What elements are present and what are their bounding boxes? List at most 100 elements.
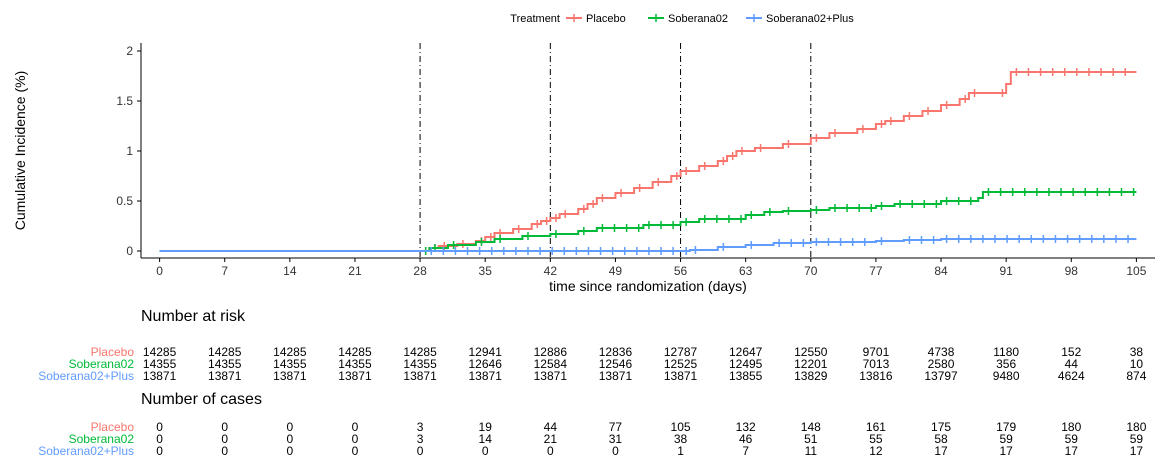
table-cell: 14285 <box>273 345 307 359</box>
table-cell: 14285 <box>403 345 437 359</box>
table-cell: 0 <box>352 420 359 434</box>
x-tick-label: 105 <box>1126 264 1146 278</box>
table-cell: 0 <box>352 444 359 458</box>
table-cell: 17 <box>1065 444 1079 458</box>
table-cell: 12525 <box>664 357 698 371</box>
table-cell: 180 <box>1126 420 1146 434</box>
x-tick-label: 84 <box>934 264 948 278</box>
x-tick-label: 21 <box>348 264 362 278</box>
table-cell: 12546 <box>599 357 633 371</box>
table-cell: 77 <box>609 420 623 434</box>
x-tick-label: 56 <box>674 264 688 278</box>
table-cell: 4624 <box>1058 369 1085 383</box>
table-cell: 0 <box>221 444 228 458</box>
y-tick-label: 0.5 <box>116 194 133 208</box>
table-cell: 12495 <box>729 357 763 371</box>
table-cell: 0 <box>612 444 619 458</box>
table-cell: 0 <box>287 432 294 446</box>
table-cell: 0 <box>547 444 554 458</box>
table-cell: 12584 <box>534 357 568 371</box>
legend-title: Treatment <box>510 13 560 25</box>
table-cell: 180 <box>1061 420 1081 434</box>
table-cell: 0 <box>417 444 424 458</box>
table-row-label: Soberana02 <box>69 357 135 371</box>
x-tick-label: 35 <box>479 264 493 278</box>
table-cell: 1180 <box>993 345 1019 359</box>
table-cell: 14355 <box>403 357 437 371</box>
table-cell: 14 <box>479 432 493 446</box>
table-cell: 13871 <box>534 369 568 383</box>
table-cell: 13816 <box>859 369 893 383</box>
table-cell: 13871 <box>403 369 437 383</box>
table-cell: 13871 <box>143 369 177 383</box>
table-row-label: Soberana02+Plus <box>38 444 134 458</box>
table-cell: 44 <box>544 420 558 434</box>
legend-label: Placebo <box>586 13 626 25</box>
x-tick-label: 98 <box>1065 264 1079 278</box>
table-cell: 3 <box>417 420 424 434</box>
table-cell: 152 <box>1061 345 1081 359</box>
y-tick-label: 0 <box>126 244 133 258</box>
x-axis-title: time since randomization (days) <box>549 278 747 294</box>
table-cell: 58 <box>934 432 948 446</box>
table-cell: 14285 <box>143 345 177 359</box>
x-tick-label: 0 <box>156 264 163 278</box>
table-title: Number of cases <box>141 391 262 408</box>
table-cell: 14355 <box>208 357 242 371</box>
table-cell: 13871 <box>338 369 372 383</box>
table-cell: 59 <box>1065 432 1079 446</box>
table-cell: 0 <box>156 420 163 434</box>
x-tick-label: 63 <box>739 264 753 278</box>
table-cell: 13871 <box>664 369 698 383</box>
table-row-label: Soberana02+Plus <box>38 369 134 383</box>
table-cell: 17 <box>934 444 948 458</box>
table-cell: 179 <box>996 420 1016 434</box>
table-cell: 175 <box>931 420 951 434</box>
x-tick-label: 7 <box>221 264 228 278</box>
table-cell: 51 <box>804 432 818 446</box>
table-cell: 12787 <box>664 345 698 359</box>
table-cell: 874 <box>1126 369 1146 383</box>
table-cell: 12 <box>869 444 883 458</box>
legend-label: Soberana02 <box>668 13 728 25</box>
table-cell: 13871 <box>469 369 503 383</box>
table-cell: 7 <box>742 444 749 458</box>
table-cell: 13829 <box>794 369 828 383</box>
table-cell: 59 <box>1130 432 1144 446</box>
table-cell: 0 <box>221 432 228 446</box>
y-axis-title: Cumulative Incidence (%) <box>12 71 28 231</box>
table-cell: 55 <box>869 432 883 446</box>
table-cell: 13855 <box>729 369 763 383</box>
x-tick-label: 77 <box>869 264 883 278</box>
table-cell: 356 <box>996 357 1016 371</box>
table-cell: 12550 <box>794 345 828 359</box>
table-cell: 12836 <box>599 345 633 359</box>
risk-table: Number at risk Placebo 14285 14285 14285 1428… <box>38 308 1146 383</box>
table-cell: 0 <box>287 420 294 434</box>
table-cell: 0 <box>352 432 359 446</box>
table-cell: 38 <box>1130 345 1144 359</box>
x-tick-label: 28 <box>413 264 427 278</box>
y-tick-label: 1 <box>126 144 133 158</box>
table-row-label: Placebo <box>91 345 135 359</box>
table-cell: 0 <box>287 444 294 458</box>
x-tick-label: 70 <box>804 264 818 278</box>
table-cell: 12646 <box>469 357 503 371</box>
table-cell: 17 <box>1130 444 1144 458</box>
table-cell: 14355 <box>273 357 307 371</box>
table-cell: 14285 <box>338 345 372 359</box>
table-cell: 17 <box>999 444 1013 458</box>
table-cell: 1 <box>677 444 684 458</box>
table-cell: 0 <box>221 420 228 434</box>
table-row-label: Placebo <box>91 420 135 434</box>
series-line-soberana02 <box>159 191 1137 252</box>
table-cell: 13871 <box>599 369 633 383</box>
table-row-label: Soberana02 <box>69 432 135 446</box>
table-cell: 9701 <box>863 345 890 359</box>
table-cell: 46 <box>739 432 753 446</box>
series-line-placebo <box>159 71 1137 252</box>
table-cell: 13871 <box>208 369 242 383</box>
table-cell: 14355 <box>338 357 372 371</box>
table-cell: 44 <box>1065 357 1079 371</box>
